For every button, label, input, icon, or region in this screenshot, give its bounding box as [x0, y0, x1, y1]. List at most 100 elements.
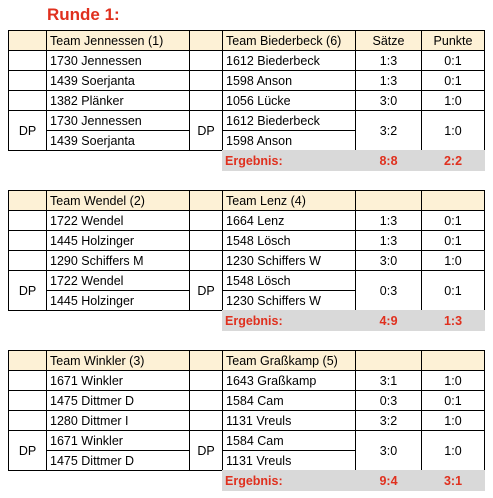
points-score: 1:0: [421, 370, 485, 391]
sets-score: 3:0: [355, 430, 422, 471]
result-points: 3:1: [421, 470, 485, 491]
header-cell: [8, 30, 47, 51]
player-a: 1439 Soerjanta: [46, 70, 190, 91]
empty-cell: [8, 230, 47, 251]
points-score: 1:0: [421, 250, 485, 271]
team-b-name: Team Lenz (4): [222, 190, 356, 211]
double-label: DP: [8, 110, 47, 151]
points-score: 1:0: [421, 110, 485, 151]
player-b: 1612 Biederbeck: [222, 50, 356, 71]
result-points: 2:2: [421, 150, 485, 171]
result-sets: 9:4: [355, 470, 422, 491]
double-player-b: 1598 Anson: [222, 130, 356, 151]
sets-score: 1:3: [355, 210, 422, 231]
points-score: 1:0: [421, 410, 485, 431]
player-a: 1671 Winkler: [46, 370, 190, 391]
points-score: 0:1: [421, 50, 485, 71]
sets-score: 0:3: [355, 390, 422, 411]
sets-score: 3:0: [355, 90, 422, 111]
player-a: 1382 Plänker: [46, 90, 190, 111]
sets-score: 1:3: [355, 230, 422, 251]
team-b-name: Team Biederbeck (6): [222, 30, 356, 51]
result-label: Ergebnis:: [222, 470, 356, 491]
points-score: 0:1: [421, 270, 485, 311]
player-b: 1643 Graßkamp: [222, 370, 356, 391]
empty-cell: [8, 250, 47, 271]
double-player-a: 1730 Jennessen: [46, 110, 190, 131]
player-b: 1598 Anson: [222, 70, 356, 91]
header-cell: [8, 190, 47, 211]
round-title: Runde 1:: [47, 5, 120, 24]
empty-cell: [189, 90, 223, 111]
empty-cell: [8, 70, 47, 91]
points-score: 0:1: [421, 390, 485, 411]
empty-cell: [8, 390, 47, 411]
empty-cell: [189, 390, 223, 411]
double-label: DP: [189, 110, 223, 151]
result-sets: 8:8: [355, 150, 422, 171]
header-cell: [8, 350, 47, 371]
player-a: 1730 Jennessen: [46, 50, 190, 71]
player-a: 1722 Wendel: [46, 210, 190, 231]
result-sets: 4:9: [355, 310, 422, 331]
player-b: 1056 Lücke: [222, 90, 356, 111]
points-score: 0:1: [421, 230, 485, 251]
empty-cell: [8, 370, 47, 391]
double-player-b: 1230 Schiffers W: [222, 290, 356, 311]
empty-cell: [8, 410, 47, 431]
points-score: 1:0: [421, 430, 485, 471]
team-a-name: Team Winkler (3): [46, 350, 190, 371]
double-player-a: 1722 Wendel: [46, 270, 190, 291]
sets-score: 3:1: [355, 370, 422, 391]
header-cell: [189, 190, 223, 211]
empty-cell: [189, 70, 223, 91]
double-player-a: 1445 Holzinger: [46, 290, 190, 311]
player-a: 1280 Dittmer I: [46, 410, 190, 431]
empty-cell: [189, 250, 223, 271]
empty-cell: [8, 210, 47, 231]
column-header: [355, 190, 422, 211]
double-label: DP: [189, 430, 223, 471]
points-score: 0:1: [421, 70, 485, 91]
column-header: [355, 350, 422, 371]
empty-cell: [189, 370, 223, 391]
team-b-name: Team Graßkamp (5): [222, 350, 356, 371]
double-label: DP: [8, 270, 47, 311]
result-label: Ergebnis:: [222, 310, 356, 331]
sets-score: 3:2: [355, 110, 422, 151]
sets-score: 0:3: [355, 270, 422, 311]
double-label: DP: [189, 270, 223, 311]
player-a: 1475 Dittmer D: [46, 390, 190, 411]
team-a-name: Team Wendel (2): [46, 190, 190, 211]
sets-score: 1:3: [355, 50, 422, 71]
player-b: 1584 Cam: [222, 390, 356, 411]
empty-cell: [8, 90, 47, 111]
sets-score: 3:0: [355, 250, 422, 271]
double-player-a: 1439 Soerjanta: [46, 130, 190, 151]
result-points: 1:3: [421, 310, 485, 331]
player-b: 1230 Schiffers W: [222, 250, 356, 271]
header-cell: [189, 350, 223, 371]
header-cell: [189, 30, 223, 51]
double-player-a: 1475 Dittmer D: [46, 450, 190, 471]
result-label: Ergebnis:: [222, 150, 356, 171]
double-player-b: 1584 Cam: [222, 430, 356, 451]
sets-score: 1:3: [355, 70, 422, 91]
empty-cell: [189, 50, 223, 71]
double-player-b: 1548 Lösch: [222, 270, 356, 291]
column-header: [421, 190, 485, 211]
points-score: 0:1: [421, 210, 485, 231]
team-a-name: Team Jennessen (1): [46, 30, 190, 51]
double-player-a: 1671 Winkler: [46, 430, 190, 451]
double-label: DP: [8, 430, 47, 471]
empty-cell: [8, 50, 47, 71]
empty-cell: [189, 410, 223, 431]
player-b: 1548 Lösch: [222, 230, 356, 251]
points-score: 1:0: [421, 90, 485, 111]
double-player-b: 1131 Vreuls: [222, 450, 356, 471]
empty-cell: [189, 210, 223, 231]
player-b: 1664 Lenz: [222, 210, 356, 231]
player-b: 1131 Vreuls: [222, 410, 356, 431]
player-a: 1445 Holzinger: [46, 230, 190, 251]
